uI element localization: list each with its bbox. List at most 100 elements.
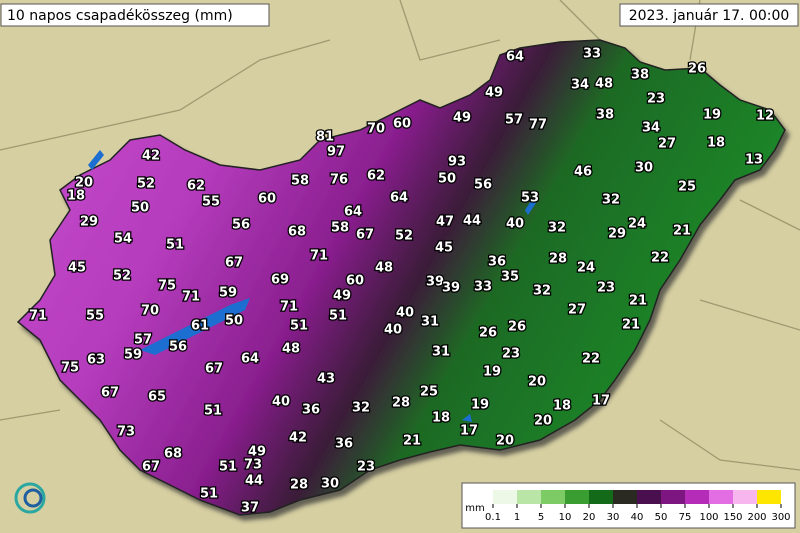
logo: [14, 482, 46, 514]
station-value: 62: [187, 179, 205, 194]
legend-tick-label: 20: [583, 512, 596, 523]
station-value: 36: [335, 437, 353, 452]
station-value: 50: [225, 314, 243, 329]
station-value: 55: [86, 309, 104, 324]
station-value: 39: [426, 275, 444, 290]
station-value: 77: [529, 118, 547, 133]
station-value: 59: [124, 348, 142, 363]
station-value: 20: [528, 375, 546, 390]
station-value: 37: [241, 501, 259, 516]
station-value: 62: [367, 169, 385, 184]
station-value: 55: [202, 195, 220, 210]
title-box: [0, 3, 270, 27]
station-value: 27: [568, 303, 586, 318]
station-value: 31: [421, 315, 439, 330]
station-value: 45: [68, 261, 86, 276]
station-value: 71: [280, 300, 298, 315]
legend-color: [757, 490, 781, 504]
station-value: 47: [436, 215, 454, 230]
station-value: 19: [483, 365, 501, 380]
station-value: 36: [302, 403, 320, 418]
station-value: 75: [61, 361, 79, 376]
station-value: 59: [219, 286, 237, 301]
station-value: 57: [505, 113, 523, 128]
station-value: 26: [688, 62, 706, 77]
station-value: 36: [488, 255, 506, 270]
station-value: 76: [330, 173, 348, 188]
legend-color: [709, 490, 733, 504]
legend-color: [733, 490, 757, 504]
station-value: 30: [635, 161, 653, 176]
legend-box: [461, 482, 796, 529]
station-value: 93: [448, 155, 466, 170]
station-value: 71: [182, 290, 200, 305]
station-value: 24: [628, 217, 646, 232]
station-value: 40: [506, 217, 524, 232]
legend-color: [613, 490, 637, 504]
station-value: 52: [137, 177, 155, 192]
station-value: 17: [592, 394, 610, 409]
station-value: 26: [479, 326, 497, 341]
station-value: 48: [375, 261, 393, 276]
hungary: [16, 39, 786, 516]
station-value: 20: [496, 434, 514, 449]
station-value: 73: [117, 425, 135, 440]
station-value: 64: [344, 205, 362, 220]
station-value: 24: [577, 261, 595, 276]
station-value: 21: [403, 434, 421, 449]
legend-tick-label: 50: [655, 512, 668, 523]
station-value: 18: [553, 399, 571, 414]
legend-tick-label: 30: [607, 512, 620, 523]
legend-color: [661, 490, 685, 504]
station-value: 75: [158, 279, 176, 294]
station-value: 32: [533, 284, 551, 299]
station-value: 60: [393, 117, 411, 132]
station-value: 40: [272, 395, 290, 410]
legend-tick-label: 1: [514, 512, 520, 523]
station-value: 42: [289, 431, 307, 446]
date: 2023. január 17. 00:00: [629, 8, 790, 24]
station-value: 63: [87, 353, 105, 368]
station-value: 64: [390, 191, 408, 206]
station-value: 19: [703, 108, 721, 123]
station-value: 12: [756, 109, 774, 124]
station-value: 57: [134, 333, 152, 348]
station-value: 71: [310, 249, 328, 264]
station-value: 22: [582, 352, 600, 367]
station-value: 45: [435, 241, 453, 256]
station-value: 69: [271, 273, 289, 288]
station-value: 48: [595, 77, 613, 92]
station-value: 40: [396, 306, 414, 321]
station-value: 58: [291, 174, 309, 189]
legend-tick-label: 100: [699, 512, 718, 523]
station-value: 70: [141, 304, 159, 319]
station-value: 34: [642, 121, 660, 136]
station-value: 28: [392, 396, 410, 411]
station-value: 60: [258, 192, 276, 207]
station-value: 38: [596, 108, 614, 123]
station-value: 26: [508, 320, 526, 335]
station-value: 23: [597, 281, 615, 296]
legend-tick-label: 5: [538, 512, 544, 523]
station-value: 64: [241, 352, 259, 367]
station-value: 29: [608, 227, 626, 242]
station-value: 67: [356, 228, 374, 243]
legend: 0.1 1 5 10 20 30 40 50 75 100 150 200 300: [485, 490, 791, 523]
legend-tick-label: 150: [723, 512, 742, 523]
legend-color: [541, 490, 565, 504]
station-value: 71: [29, 309, 47, 324]
station-value: 31: [432, 345, 450, 360]
station-value: 21: [622, 318, 640, 333]
station-value: 17: [460, 424, 478, 439]
station-value: 67: [205, 362, 223, 377]
station-value: 23: [357, 460, 375, 475]
station-value: 43: [317, 372, 335, 387]
station-value: 28: [290, 478, 308, 493]
station-value: 49: [453, 111, 471, 126]
station-value: 73: [244, 458, 262, 473]
station-value: 58: [331, 221, 349, 236]
station-value: 33: [474, 280, 492, 295]
station-value: 21: [673, 224, 691, 239]
station-value: 51: [200, 487, 218, 502]
